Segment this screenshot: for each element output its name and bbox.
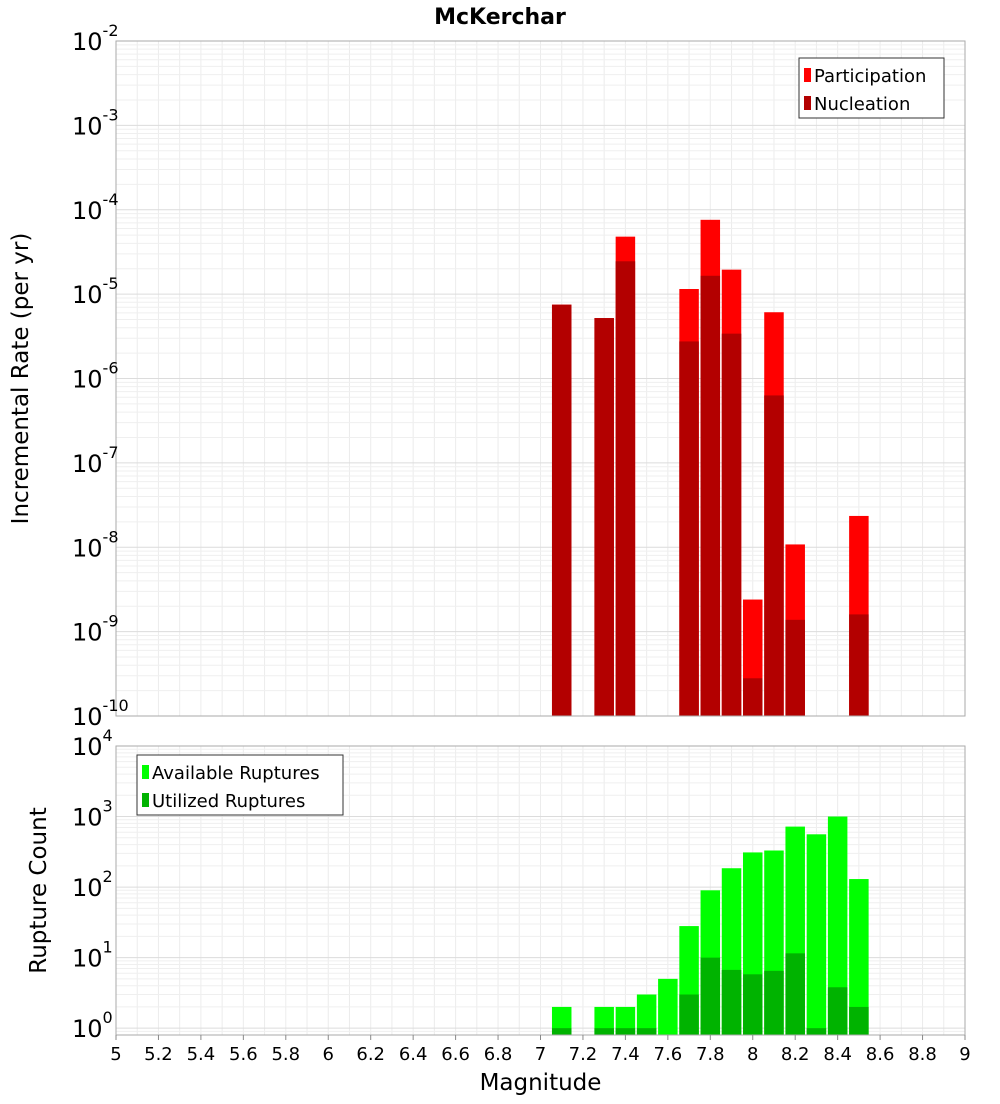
top-y-tick-label: 10-7 <box>72 443 119 478</box>
top-y-tick-label: 10-2 <box>72 21 119 56</box>
x-tick-label: 5.4 <box>187 1044 216 1065</box>
bottom-bar-utilized-ruptures <box>743 974 763 1035</box>
x-tick-label: 7.6 <box>654 1044 683 1065</box>
x-tick-label: 7.4 <box>611 1044 640 1065</box>
top-bar-nucleation <box>594 318 614 716</box>
bottom-bar-utilized-ruptures <box>785 953 805 1035</box>
bottom-panel: 100 101 102 103 104 Rupture Count Available Ru… <box>26 726 971 1096</box>
top-bar-nucleation <box>700 275 721 716</box>
bottom-bar-available-ruptures <box>658 978 678 1035</box>
x-tick-label: 8.4 <box>823 1044 852 1065</box>
x-tick-label: 6.8 <box>484 1044 513 1065</box>
x-tick-label: 6 <box>323 1044 334 1065</box>
bottom-legend-swatch <box>142 793 149 807</box>
bottom-bar-utilized-ruptures <box>551 1028 572 1035</box>
bottom-bar-utilized-ruptures <box>806 1028 827 1035</box>
x-tick-label: 7 <box>535 1044 546 1065</box>
bottom-y-tick-label: 103 <box>72 797 113 832</box>
bottom-bar-available-ruptures <box>849 879 869 1035</box>
x-tick-label: 8.6 <box>866 1044 895 1065</box>
bottom-bar-available-ruptures <box>594 1006 614 1035</box>
top-y-tick-label: 10-3 <box>72 105 119 140</box>
top-bar-nucleation <box>764 395 784 716</box>
top-bar-nucleation <box>785 619 805 716</box>
x-tick-label: 5 <box>110 1044 121 1065</box>
top-y-tick-label: 10-8 <box>72 527 119 562</box>
bottom-bar-available-ruptures <box>636 994 657 1035</box>
bottom-bar-available-ruptures <box>551 1006 572 1035</box>
bottom-bar-utilized-ruptures <box>721 969 742 1035</box>
bottom-bar-utilized-ruptures <box>700 957 721 1035</box>
top-legend-label: Participation <box>814 66 926 87</box>
x-tick-label: 6.6 <box>441 1044 470 1065</box>
bottom-legend-swatch <box>142 765 149 779</box>
top-bar-nucleation <box>551 304 572 716</box>
x-tick-label: 7.8 <box>696 1044 725 1065</box>
bottom-y-axis-label: Rupture Count <box>26 807 52 973</box>
bottom-legend-box <box>136 754 344 816</box>
top-y-axis-label: Incremental Rate (per yr) <box>8 233 34 525</box>
top-legend-box <box>798 57 945 119</box>
top-bar-nucleation <box>615 261 636 716</box>
x-tick-label: 6.2 <box>356 1044 385 1065</box>
chart-title: McKerchar <box>434 5 566 30</box>
bottom-y-tick-label: 100 <box>72 1008 113 1043</box>
bottom-bar-utilized-ruptures <box>615 1028 636 1035</box>
x-axis-label: Magnitude <box>480 1070 602 1096</box>
x-tick-label: 5.2 <box>144 1044 173 1065</box>
x-tick-label: 5.6 <box>229 1044 258 1065</box>
bottom-bar-available-ruptures <box>615 1006 636 1035</box>
top-panel: 10-10 10-9 10-8 10-7 10-6 10-5 10-4 10-3 10-2 Inc… <box>8 21 966 731</box>
bottom-bar-utilized-ruptures <box>764 970 784 1035</box>
bottom-legend-label: Available Ruptures <box>152 763 320 784</box>
bottom-bar-utilized-ruptures <box>679 994 699 1035</box>
top-bar-nucleation <box>849 614 869 716</box>
top-legend-swatch <box>804 68 811 82</box>
top-y-tick-label: 10-10 <box>72 696 129 731</box>
bottom-bar-utilized-ruptures <box>636 1028 657 1035</box>
x-tick-label: 8.8 <box>908 1044 937 1065</box>
top-y-tick-label: 10-4 <box>72 190 119 225</box>
x-tick-label: 9 <box>959 1044 970 1065</box>
top-legend-swatch <box>804 96 811 110</box>
top-y-tick-label: 10-6 <box>72 359 119 394</box>
top-plot-border <box>115 40 966 717</box>
x-tick-label: 7.2 <box>569 1044 598 1065</box>
top-legend-label: Nucleation <box>814 94 910 115</box>
x-tick-label: 8 <box>747 1044 758 1065</box>
bottom-bar-utilized-ruptures <box>849 1006 869 1035</box>
bottom-y-tick-label: 102 <box>72 867 113 902</box>
bottom-legend-label: Utilized Ruptures <box>152 791 305 812</box>
top-bar-nucleation <box>679 341 699 716</box>
bottom-y-tick-label: 104 <box>72 726 113 761</box>
top-y-tick-label: 10-5 <box>72 274 119 309</box>
top-bar-nucleation <box>743 678 763 716</box>
bottom-bar-utilized-ruptures <box>827 987 848 1035</box>
x-tick-label: 8.2 <box>781 1044 810 1065</box>
x-tick-label: 6.4 <box>399 1044 428 1065</box>
top-bar-nucleation <box>721 333 742 716</box>
bottom-y-tick-label: 101 <box>72 938 113 973</box>
x-tick-label: 5.8 <box>271 1044 300 1065</box>
bottom-bar-utilized-ruptures <box>594 1028 614 1035</box>
top-y-tick-label: 10-9 <box>72 612 119 647</box>
bottom-bar-available-ruptures <box>827 816 848 1035</box>
bottom-bar-available-ruptures <box>806 834 827 1035</box>
